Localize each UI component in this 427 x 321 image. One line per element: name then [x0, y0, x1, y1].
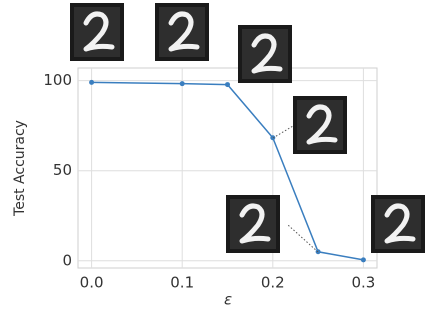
point: [225, 82, 230, 87]
chart: 0 50 100 0.0 0.1 0.2 0.3 ε Test Accuracy: [0, 0, 427, 321]
x-tick-label: 0.0: [80, 274, 104, 292]
y-tick-label: 100: [43, 71, 72, 89]
y-tick-label: 50: [53, 161, 72, 179]
digit-image: [226, 195, 280, 253]
y-axis-label: Test Accuracy: [12, 120, 28, 217]
x-axis-label: ε: [224, 291, 232, 309]
point: [270, 135, 275, 140]
digit-image: [70, 3, 124, 61]
x-tick-label: 0.3: [351, 274, 375, 292]
x-tick-label: 0.1: [170, 274, 194, 292]
point: [89, 80, 94, 85]
x-tick-label: 0.2: [261, 274, 285, 292]
digit-image: [293, 96, 347, 154]
digit-image: [371, 195, 425, 253]
digit-image: [155, 3, 209, 61]
point: [361, 257, 366, 262]
digit-image: [238, 25, 292, 83]
y-tick-label: 0: [62, 251, 72, 269]
point: [180, 81, 185, 86]
